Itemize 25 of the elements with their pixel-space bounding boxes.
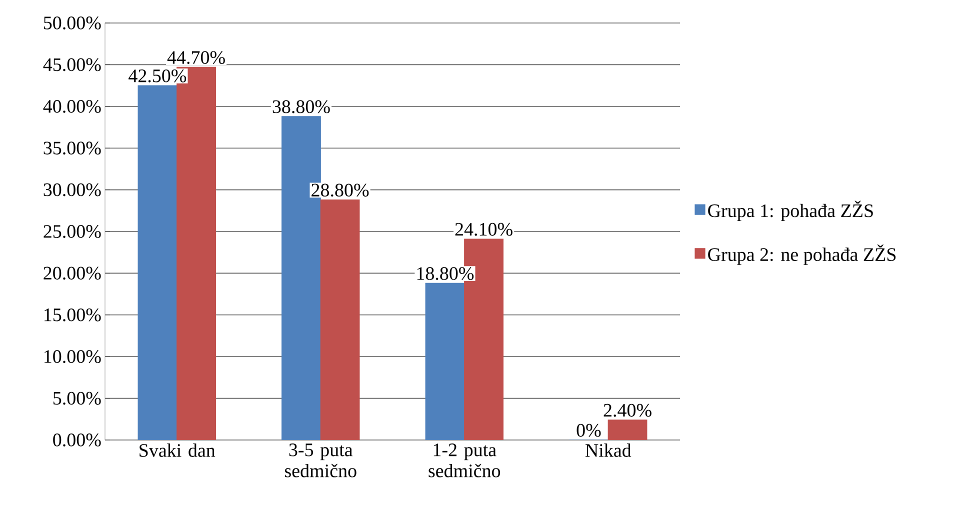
- x-tick-label: 3-5 puta sedmično: [285, 444, 356, 478]
- x-tick-label: 1-2 puta sedmično: [428, 444, 500, 478]
- data-label: 38.80%: [272, 100, 330, 114]
- y-tick-label: 40.00%: [43, 100, 101, 113]
- y-tick-label: 35.00%: [44, 142, 101, 155]
- y-tick-label: 30.00%: [44, 183, 101, 196]
- y-tick-label: 50.00%: [44, 16, 101, 30]
- data-label: 2.40%: [604, 404, 652, 417]
- data-label: 42.50%: [128, 69, 186, 82]
- data-label: 0%: [576, 424, 601, 437]
- x-tick-label: Svaki dan: [140, 444, 216, 457]
- y-tick-label: 45.00%: [43, 58, 101, 72]
- y-tick-label: 0.00%: [53, 434, 101, 446]
- y-tick-label: 25.00%: [44, 225, 101, 238]
- data-label: 28.80%: [312, 184, 369, 197]
- data-label: 24.10%: [455, 222, 512, 236]
- y-tick-label: 5.00%: [53, 392, 101, 405]
- y-tick-label: 10.00%: [44, 350, 101, 364]
- data-label: 44.70%: [167, 51, 225, 64]
- x-tick-label: Nikad: [585, 444, 632, 457]
- data-label: 18.80%: [417, 267, 474, 280]
- y-tick-label: 15.00%: [44, 308, 101, 322]
- legend-label: Grupa 1: pohađa ZŽS: [708, 200, 873, 222]
- legend-label: Grupa 2: ne pohađa ZŽS: [708, 244, 896, 265]
- y-tick-label: 20.00%: [44, 266, 101, 280]
